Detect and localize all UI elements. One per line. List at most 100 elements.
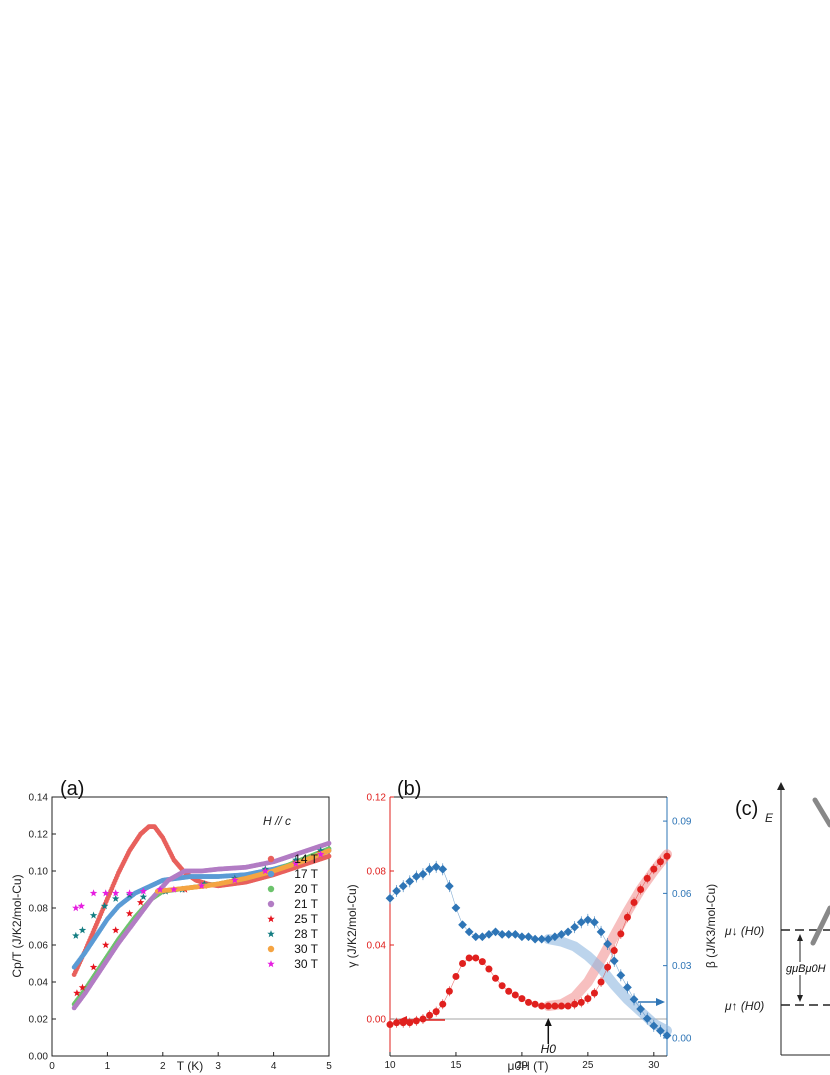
data-point (656, 858, 664, 866)
data-point (393, 1019, 401, 1027)
data-point (112, 894, 120, 902)
x-tick-label: 2 (160, 1061, 166, 1072)
x-tick-label: 30 (648, 1060, 660, 1071)
gap-arrowhead-down (797, 995, 803, 1002)
x-tick-label: 1 (105, 1061, 111, 1072)
y-tick-label: 0.00 (29, 1052, 49, 1063)
y-tick-label: 0.08 (29, 904, 49, 915)
legend-label: 30 T (294, 942, 318, 956)
data-point (484, 929, 494, 939)
data-point (465, 954, 473, 962)
data-point (498, 982, 506, 990)
data-point (385, 893, 395, 903)
legend-marker (267, 885, 275, 893)
data-point (472, 954, 480, 962)
data-point (583, 915, 593, 925)
gap-label: gμBμ0H (786, 963, 826, 975)
data-point (504, 929, 514, 939)
data-point (197, 881, 206, 889)
gap-arrowhead-up (797, 934, 803, 941)
legend-label: 20 T (294, 882, 318, 896)
series-gamma (386, 851, 671, 1030)
y-tick-left-label: 0.08 (367, 867, 387, 878)
data-point (629, 995, 639, 1004)
panel-b-marks (385, 851, 672, 1042)
data-point (492, 974, 500, 982)
data-point (630, 898, 638, 906)
data-point (649, 1021, 659, 1031)
data-point (459, 960, 467, 967)
data-point (386, 1021, 394, 1029)
h0-label: H0 (541, 1042, 557, 1056)
data-point (102, 941, 110, 949)
y-tick-right-label: 0.00 (672, 1033, 692, 1044)
data-point (590, 989, 598, 997)
panel-a-ylabel: Cp/T (J/K2/mol-Cu) (10, 874, 24, 977)
data-point (662, 1031, 672, 1040)
data-point (261, 867, 269, 875)
panel-c-energy-label: E (765, 811, 774, 825)
y-tick-label: 0.12 (29, 830, 49, 841)
y-tick-label: 0.02 (29, 1015, 49, 1026)
panel-c-label: (c) (735, 798, 758, 820)
gamma-axis-arrowhead (398, 1016, 407, 1024)
data-point (392, 886, 401, 896)
legend-marker (267, 945, 275, 953)
y-tick-left-label: 0.04 (367, 941, 387, 952)
data-point (426, 1011, 434, 1019)
data-point (78, 983, 87, 991)
dispersion-lower (810, 905, 830, 946)
data-point (170, 885, 178, 893)
legend-marker (267, 960, 275, 968)
legend-label: 14 T (294, 852, 318, 866)
legend-label: 30 T (294, 957, 318, 971)
panel-b-ylabel-left: γ (J/K2/mol-Cu) (345, 884, 359, 967)
data-point (431, 862, 441, 872)
data-point (563, 927, 573, 937)
data-point (326, 853, 332, 859)
series-beta (385, 860, 672, 1042)
panel-b: 10 15 20 25 30 0.00 0.04 0.08 0.12 0.00 0.03 0.06 0.… (345, 778, 718, 1073)
panel-a-frame (51, 796, 330, 1057)
panel-b-xlabel: μ0H (T) (508, 1059, 549, 1073)
data-point (518, 995, 526, 1003)
data-point (72, 904, 80, 912)
data-point (544, 1002, 552, 1010)
data-point (458, 920, 467, 930)
data-point (524, 932, 533, 942)
y-tick-label: 0.06 (29, 941, 49, 952)
x-tick-label: 4 (271, 1061, 277, 1072)
data-point (432, 1008, 440, 1016)
data-point (637, 886, 645, 893)
data-point (78, 926, 87, 934)
data-point (317, 850, 325, 858)
panel-a-legend: 14 T17 T20 T21 T25 T28 T30 T30 T (267, 852, 319, 971)
level-down-label: μ↓ (H0) (724, 924, 764, 938)
data-point (525, 998, 532, 1006)
data-point (485, 965, 493, 973)
data-point (609, 956, 619, 966)
data-point (398, 881, 408, 891)
data-point (610, 947, 618, 955)
data-point (564, 1002, 572, 1010)
data-point (464, 927, 474, 937)
data-point (642, 1014, 652, 1024)
data-point (478, 958, 486, 966)
data-point (444, 881, 454, 891)
data-point (412, 872, 421, 881)
data-point (292, 856, 300, 864)
x-tick-label: 20 (516, 1060, 528, 1071)
h0-marker: H0 (541, 1018, 557, 1056)
y-tick-left-label: 0.12 (367, 793, 387, 804)
data-point (656, 1026, 665, 1036)
legend-marker (267, 900, 275, 908)
data-point (452, 972, 460, 980)
panel-a-ticks: 0 1 2 3 4 5 0.00 0.02 0.04 0.06 0.08 0.10 0.12 0.14 (29, 793, 333, 1073)
data-point (538, 1002, 546, 1010)
data-point (326, 848, 332, 854)
panel-a-label: (a) (60, 778, 84, 800)
data-point (136, 898, 145, 906)
legend-marker (267, 915, 275, 923)
y-tick-right-label: 0.09 (672, 817, 692, 828)
data-point (412, 1017, 420, 1025)
